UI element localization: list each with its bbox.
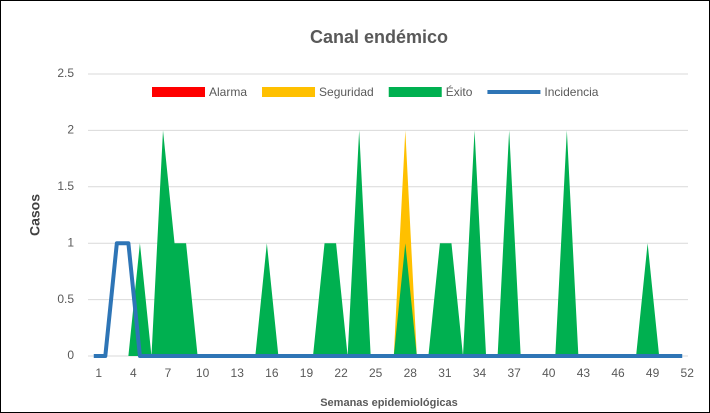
x-tick-label: 16 [265, 366, 279, 380]
y-tick-label: 0 [67, 348, 74, 362]
x-tick-label: 40 [542, 366, 556, 380]
x-tick-label: 43 [577, 366, 591, 380]
legend-swatch [262, 87, 316, 97]
x-tick-label: 46 [611, 366, 625, 380]
legend-label: Alarma [209, 85, 247, 99]
x-tick-label: 52 [681, 366, 695, 380]
y-axis-label: Casos [27, 194, 43, 236]
x-tick-label: 1 [95, 366, 102, 380]
x-tick-label: 34 [473, 366, 487, 380]
x-tick-label: 7 [165, 366, 172, 380]
legend-swatch [152, 87, 205, 97]
x-tick-label: 10 [196, 366, 210, 380]
x-tick-label: 28 [404, 366, 418, 380]
line [93, 241, 683, 358]
y-tick-label: 2.5 [57, 66, 74, 80]
legend-label: Incidencia [544, 85, 598, 99]
x-tick-label: 22 [334, 366, 348, 380]
x-tick-label: 31 [438, 366, 452, 380]
x-tick-label: 13 [231, 366, 245, 380]
legend-swatch [388, 87, 442, 97]
y-tick-label: 1.5 [57, 179, 74, 193]
x-tick-label: 4 [130, 366, 137, 380]
y-tick-label: 1 [67, 235, 74, 249]
legend-label: Seguridad [319, 85, 374, 99]
x-tick-label: 19 [300, 366, 314, 380]
x-tick-label: 25 [369, 366, 383, 380]
legend-label: Éxito [446, 84, 473, 99]
x-axis-label: Semanas epidemiológicas [320, 397, 458, 409]
x-tick-label: 49 [646, 366, 660, 380]
y-tick-label: 2 [67, 123, 74, 137]
x-tick-label: 37 [507, 366, 521, 380]
chart-title: Canal endémico [310, 27, 448, 47]
y-tick-label: 0.5 [57, 292, 74, 306]
area [93, 130, 683, 356]
